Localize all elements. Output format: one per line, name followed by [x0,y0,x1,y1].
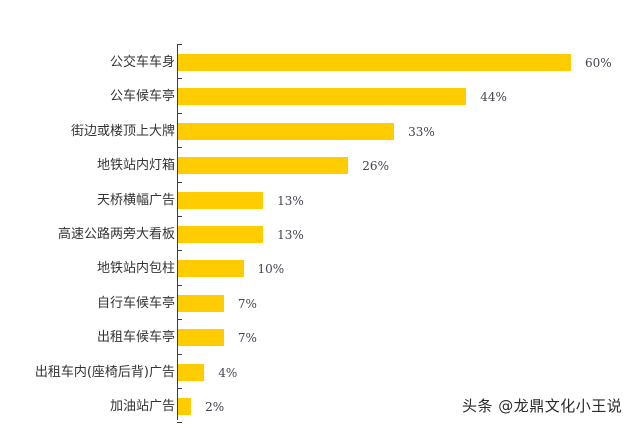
bar [178,88,467,106]
bar-row: 地铁站内灯箱 26% [0,149,641,183]
category-label: 街边或楼顶上大牌 [70,123,175,139]
bar [178,54,571,71]
bar-row: 出租车内(座椅后背)广告 4% [0,356,641,390]
value-label: 60% [585,56,612,70]
value-label: 4% [218,365,238,380]
axis-tick [177,78,182,80]
category-label: 地铁站内灯箱 [96,158,175,174]
category-label: 地铁站内包柱 [96,261,175,277]
value-label: 7% [237,331,257,346]
value-label: 26% [362,159,389,174]
axis-tick [177,250,182,252]
value-label: 44% [480,90,507,105]
value-label: 13% [277,228,304,242]
axis-tick [177,216,182,217]
category-label: 出租车内(座椅后背)广告 [34,364,175,380]
bar-row: 街边或楼顶上大牌 33% [0,115,641,149]
category-label: 天桥横幅广告 [96,192,175,208]
bar [178,122,395,140]
value-label: 7% [237,296,257,311]
bar-row: 公车候车亭 44% [0,80,641,114]
bar [178,363,205,381]
bar-row: 公交车车身 60% [0,46,641,80]
bar [178,157,349,175]
bar [178,191,264,209]
watermark: 头条 @龙鼎文化小王说 [462,397,623,415]
category-label: 自行车候车亭 [96,295,175,311]
axis-tick [177,181,182,183]
axis-tick [177,353,182,355]
y-axis-line [177,44,178,420]
bar [178,294,224,312]
bar [178,398,192,415]
bar [178,260,244,278]
category-label: 高速公路两旁大看板 [57,227,175,242]
value-label: 13% [277,193,304,208]
bar-row: 自行车候车亭 7% [0,287,641,321]
category-label: 出租车候车亭 [96,330,175,346]
bar-row: 加油站广告 2% [0,390,641,424]
category-label: 公交车车身 [109,55,175,70]
value-label: 2% [205,400,225,414]
bar [178,226,264,243]
axis-tick [177,388,182,389]
axis-tick [177,319,182,321]
bar-row: 高速公路两旁大看板 13% [0,218,641,252]
bar [178,329,224,347]
axis-tick [177,284,182,286]
axis-tick [177,147,182,149]
axis-tick [177,112,182,114]
bar-row: 地铁站内包柱 10% [0,252,641,286]
category-label: 加油站广告 [109,399,175,414]
axis-tick [177,44,182,45]
value-label: 33% [408,124,435,139]
value-label: 10% [257,262,285,277]
bar-row: 出租车候车亭 7% [0,321,641,355]
category-label: 公车候车亭 [109,89,175,105]
bar-row: 天桥横幅广告 13% [0,184,641,218]
axis-tick [177,422,182,424]
